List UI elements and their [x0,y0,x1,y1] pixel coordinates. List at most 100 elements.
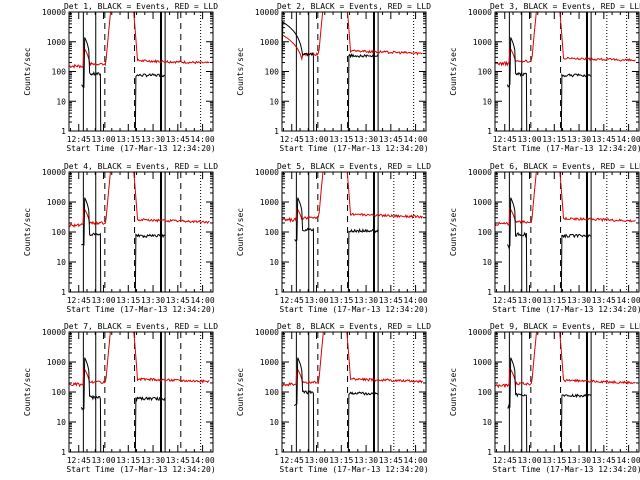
y-axis-label: Counts/sec [449,47,458,95]
x-tick-label: 12:45 [280,135,304,144]
y-tick-label: 10000 [468,328,492,337]
y-tick-label: 1 [487,127,492,136]
x-tick-label: 12:45 [280,456,304,465]
y-tick-label: 1 [274,127,279,136]
chart-title: Det 3, BLACK = Events, RED = LLD [490,2,640,11]
events-series-line-2 [134,72,165,131]
x-tick-label: 12:45 [280,296,304,305]
y-tick-label: 10000 [468,168,492,177]
x-tick-label: 13:30 [141,456,165,465]
x-axis-label: Start Time (17-Mar-13 12:34:20) [492,305,640,314]
plot-frame [68,331,214,453]
y-axis-label: Counts/sec [236,47,245,95]
x-tick-label: 13:45 [379,135,403,144]
lld-series-line [69,172,210,228]
chart-title: Det 7, BLACK = Events, RED = LLD [64,322,218,331]
x-tick-label: 13:15 [542,135,566,144]
x-axis-label: Start Time (17-Mar-13 12:34:20) [492,465,640,474]
y-tick-label: 100 [478,228,493,237]
events-series-line-2 [560,73,592,131]
y-tick-label: 10000 [42,328,66,337]
x-tick-label: 13:30 [354,456,378,465]
x-tick-label: 13:15 [329,135,353,144]
x-tick-label: 14:00 [404,456,428,465]
chart-panel-6: 1 10 100 1000 10000 12:45 13:00 13:15 13:30 13:45… [449,162,640,314]
plot-frame [68,171,214,293]
y-tick-label: 10 [56,418,66,427]
plot-frame [494,11,640,132]
lld-series-line [495,172,636,226]
y-tick-label: 1000 [473,38,492,47]
y-tick-label: 100 [265,228,280,237]
x-tick-label: 14:00 [617,296,640,305]
y-axis-label: Counts/sec [236,368,245,416]
chart-panel-4: 1 10 100 1000 10000 12:45 13:00 13:15 13:30 13:45… [23,162,218,314]
chart-panel-2: 1 10 100 1000 10000 12:45 13:00 13:15 13:30 13:45… [236,2,431,153]
x-tick-label: 13:45 [379,296,403,305]
x-tick-label: 13:45 [166,456,190,465]
x-tick-label: 13:30 [567,456,591,465]
x-tick-label: 14:00 [191,456,215,465]
x-tick-label: 13:15 [116,296,140,305]
events-series-line [506,197,528,292]
y-tick-label: 10 [482,418,492,427]
x-tick-label: 12:45 [67,296,91,305]
x-tick-label: 13:00 [91,296,115,305]
y-axis-label: Counts/sec [23,368,32,416]
y-tick-label: 100 [52,388,67,397]
x-tick-label: 13:45 [592,296,616,305]
x-tick-label: 13:30 [354,296,378,305]
y-axis-label: Counts/sec [236,208,245,256]
y-tick-label: 10 [482,258,492,267]
events-series-line [507,357,528,452]
x-tick-label: 13:45 [166,296,190,305]
y-tick-label: 1000 [47,198,66,207]
y-tick-label: 10 [269,258,279,267]
x-tick-label: 12:45 [67,135,91,144]
x-tick-label: 12:45 [493,296,517,305]
plot-frame [281,11,427,132]
x-tick-label: 13:30 [141,135,165,144]
events-series-line-2 [347,391,379,452]
y-tick-label: 1 [61,288,66,297]
y-tick-label: 100 [478,388,493,397]
x-tick-label: 14:00 [617,456,640,465]
lld-series-line [495,332,636,389]
x-axis-label: Start Time (17-Mar-13 12:34:20) [66,144,215,153]
y-axis-label: Counts/sec [23,47,32,95]
chart-title: Det 6, BLACK = Events, RED = LLD [490,162,640,171]
events-series-line-2 [134,233,166,292]
events-series-line [81,37,102,131]
events-series-line [294,357,315,452]
y-tick-label: 10000 [468,8,492,17]
y-tick-label: 1000 [47,38,66,47]
x-axis-label: Start Time (17-Mar-13 12:34:20) [66,305,215,314]
lld-series-line [69,332,210,388]
events-series-line-2 [134,396,166,452]
x-tick-label: 13:30 [567,135,591,144]
x-tick-label: 13:15 [329,296,353,305]
chart-title: Det 5, BLACK = Events, RED = LLD [277,162,431,171]
chart-title: Det 2, BLACK = Events, RED = LLD [277,2,431,11]
x-tick-label: 13:00 [517,456,541,465]
x-tick-label: 13:30 [354,135,378,144]
y-tick-label: 10 [269,418,279,427]
x-axis-label: Start Time (17-Mar-13 12:34:20) [279,465,428,474]
y-tick-label: 1000 [47,358,66,367]
y-tick-label: 1000 [260,358,279,367]
x-tick-label: 13:30 [141,296,165,305]
y-tick-label: 1000 [260,38,279,47]
plot-frame [68,11,214,132]
y-tick-label: 10 [269,97,279,106]
x-tick-label: 13:15 [329,456,353,465]
y-tick-label: 1000 [473,358,492,367]
y-axis-label: Counts/sec [449,368,458,416]
chart-title: Det 1, BLACK = Events, RED = LLD [64,2,218,11]
events-series-line [506,37,528,131]
x-tick-label: 14:00 [191,135,215,144]
chart-panel-7: 1 10 100 1000 10000 12:45 13:00 13:15 13:30 13:45… [23,322,218,474]
chart-panel-3: 1 10 100 1000 10000 12:45 13:00 13:15 13:30 13:45… [449,2,640,153]
x-tick-label: 13:00 [304,135,328,144]
x-axis-label: Start Time (17-Mar-13 12:34:20) [279,144,428,153]
